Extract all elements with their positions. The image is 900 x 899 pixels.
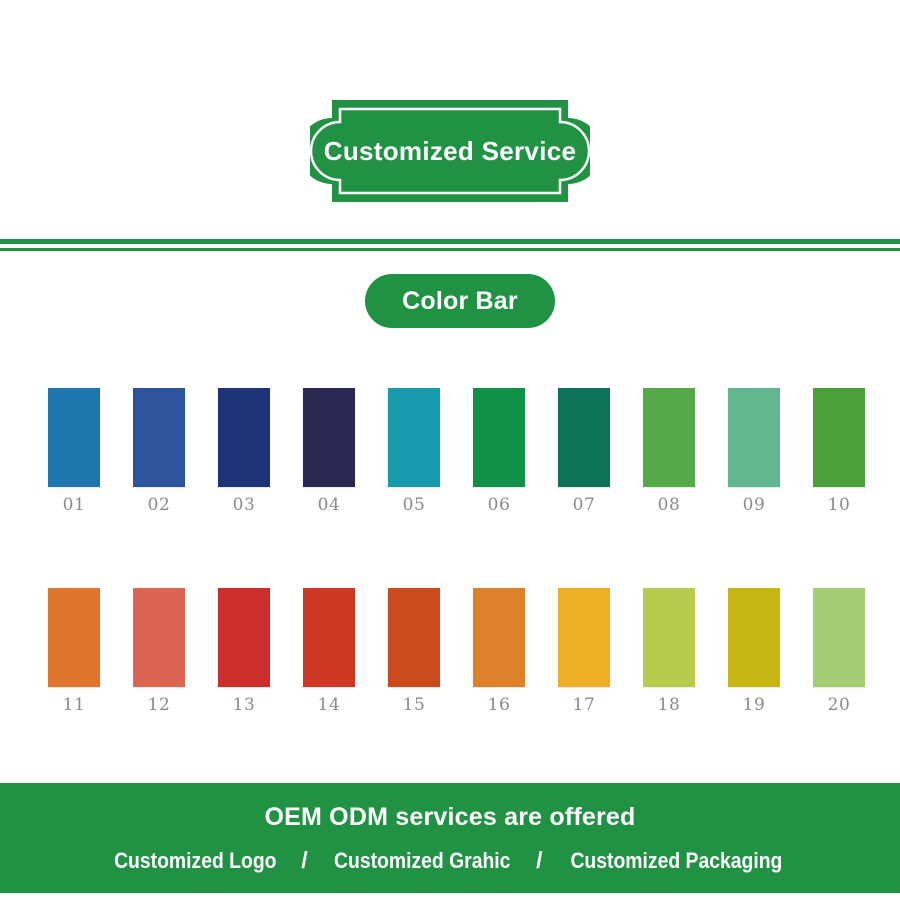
- swatch-cell[interactable]: 07: [558, 388, 610, 523]
- swatch-cell[interactable]: 12: [133, 588, 185, 723]
- swatch-cell[interactable]: 16: [473, 588, 525, 723]
- swatch-chip[interactable]: [218, 588, 270, 687]
- footer-service-item: Customized Grahic: [333, 847, 511, 873]
- swatch-number-label: 09: [742, 495, 766, 515]
- swatch-cell[interactable]: 20: [813, 588, 865, 723]
- header-badge-shape: [310, 100, 590, 202]
- swatch-number-label: 01: [62, 495, 86, 515]
- swatch-chip[interactable]: [303, 588, 355, 687]
- swatch-number-label: 08: [657, 495, 681, 515]
- swatch-chip[interactable]: [133, 388, 185, 487]
- swatch-cell[interactable]: 02: [133, 388, 185, 523]
- footer-services: Customized Logo / Customized Grahic / Custom…: [0, 847, 900, 874]
- swatch-chip[interactable]: [643, 388, 695, 487]
- swatch-chip[interactable]: [388, 588, 440, 687]
- swatch-chip[interactable]: [48, 588, 100, 687]
- swatch-cell[interactable]: 14: [303, 588, 355, 723]
- swatch-chip[interactable]: [218, 388, 270, 487]
- swatch-cell[interactable]: 06: [473, 388, 525, 523]
- swatch-number-label: 18: [657, 695, 681, 715]
- swatch-cell[interactable]: 13: [218, 588, 270, 723]
- swatch-cell[interactable]: 18: [643, 588, 695, 723]
- footer-headline: OEM ODM services are offered: [264, 803, 636, 831]
- swatch-chip[interactable]: [558, 588, 610, 687]
- swatch-cell[interactable]: 17: [558, 588, 610, 723]
- swatch-number-label: 03: [232, 495, 256, 515]
- footer-banner: OEM ODM services are offered Customized …: [0, 783, 900, 893]
- swatch-number-label: 11: [62, 695, 86, 715]
- swatch-number-label: 17: [572, 695, 596, 715]
- footer-separator: /: [301, 847, 308, 873]
- swatch-number-label: 16: [487, 695, 511, 715]
- swatch-cell[interactable]: 09: [728, 388, 780, 523]
- swatch-chip[interactable]: [473, 388, 525, 487]
- color-bar-pill: Color Bar: [365, 274, 555, 328]
- footer-service-item: Customized Packaging: [570, 847, 783, 873]
- swatch-number-label: 15: [402, 695, 426, 715]
- swatch-number-label: 04: [317, 495, 341, 515]
- swatch-cell[interactable]: 10: [813, 388, 865, 523]
- swatch-row-cool: 01 02 03 04 05 06 07 08 09 10: [48, 388, 865, 523]
- swatch-cell[interactable]: 01: [48, 388, 100, 523]
- swatch-chip[interactable]: [473, 588, 525, 687]
- swatch-cell[interactable]: 08: [643, 388, 695, 523]
- swatch-number-label: 14: [317, 695, 341, 715]
- swatch-chip[interactable]: [643, 588, 695, 687]
- swatch-number-label: 06: [487, 495, 511, 515]
- swatch-number-label: 05: [402, 495, 426, 515]
- color-bar-pill-label: Color Bar: [402, 286, 518, 315]
- page-title: Customized Service: [323, 135, 577, 166]
- swatch-cell[interactable]: 03: [218, 388, 270, 523]
- swatch-cell[interactable]: 11: [48, 588, 100, 723]
- swatch-number-label: 02: [147, 495, 171, 515]
- swatch-chip[interactable]: [813, 588, 865, 687]
- header-badge: Customized Service: [310, 96, 590, 206]
- swatch-cell[interactable]: 19: [728, 588, 780, 723]
- swatch-row-warm: 11 12 13 14 15 16 17 18 19 20: [48, 588, 865, 723]
- swatch-number-label: 07: [572, 495, 596, 515]
- swatch-chip[interactable]: [388, 388, 440, 487]
- header-rule-thick: [0, 239, 900, 244]
- swatch-chip[interactable]: [303, 388, 355, 487]
- swatch-chip[interactable]: [728, 588, 780, 687]
- header-ribbon: Customized Service: [0, 96, 900, 251]
- swatch-cell[interactable]: 15: [388, 588, 440, 723]
- swatch-number-label: 10: [827, 495, 851, 515]
- swatch-chip[interactable]: [133, 588, 185, 687]
- swatch-cell[interactable]: 04: [303, 388, 355, 523]
- footer-separator: /: [536, 847, 543, 873]
- swatch-number-label: 19: [742, 695, 766, 715]
- swatch-chip[interactable]: [813, 388, 865, 487]
- header-rule-thin: [0, 248, 900, 251]
- swatch-chip[interactable]: [558, 388, 610, 487]
- swatch-chip[interactable]: [48, 388, 100, 487]
- footer-service-item: Customized Logo: [113, 847, 277, 873]
- swatch-cell[interactable]: 05: [388, 388, 440, 523]
- swatch-chip[interactable]: [728, 388, 780, 487]
- swatch-number-label: 13: [232, 695, 256, 715]
- swatch-number-label: 12: [147, 695, 171, 715]
- swatch-number-label: 20: [827, 695, 851, 715]
